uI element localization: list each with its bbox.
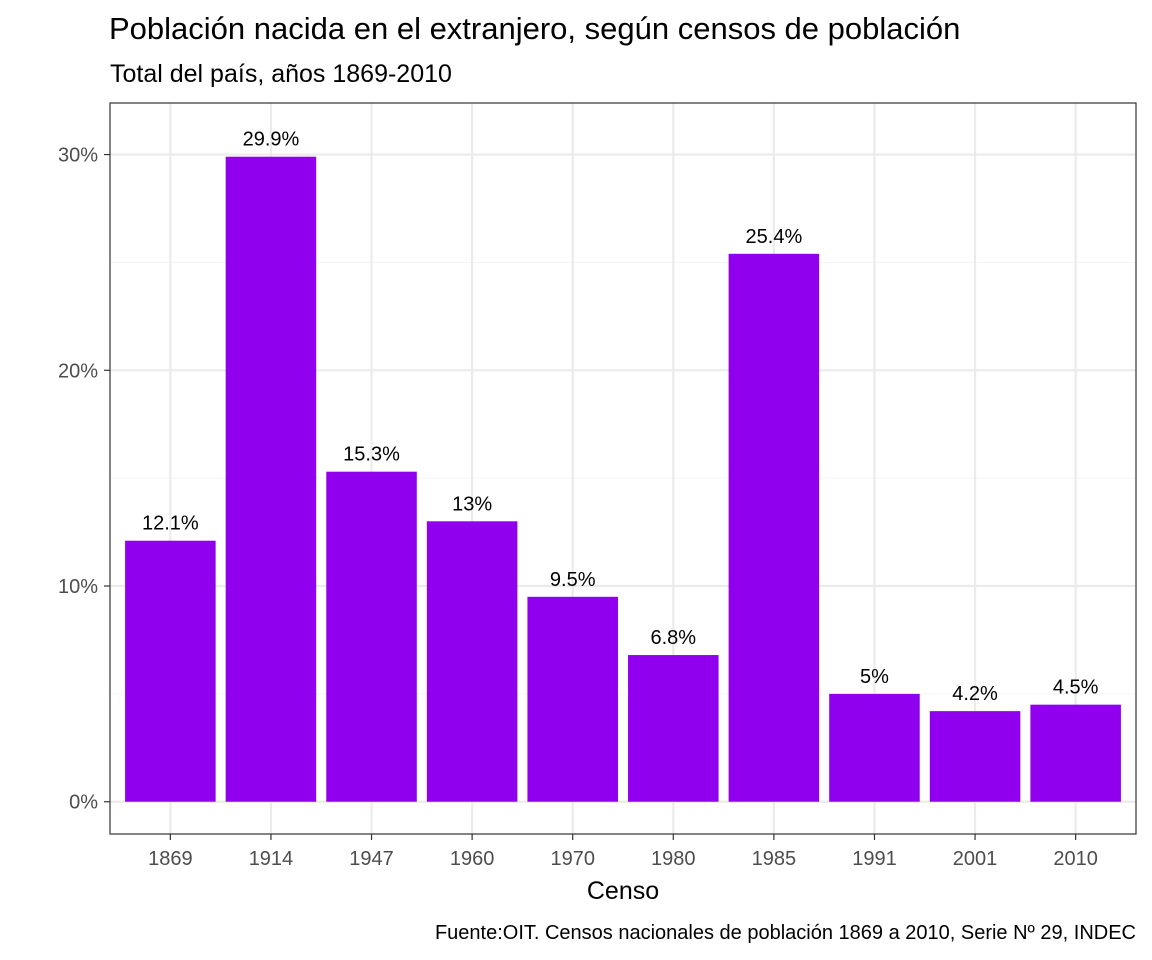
bar-2010 <box>1030 704 1121 802</box>
y-tick-label: 20% <box>58 360 98 382</box>
x-tick-label-1970: 1970 <box>550 848 595 870</box>
x-tick-label-1980: 1980 <box>651 848 696 870</box>
data-label-1991: 5% <box>860 666 889 688</box>
chart-title: Población nacida en el extranjero, según… <box>109 11 960 46</box>
y-axis: 0% 10% 20% 30% <box>58 145 110 814</box>
x-axis: 1869 1914 1947 1960 1970 1980 1985 1991 2001 2010 <box>148 834 1098 870</box>
bars <box>125 156 1121 802</box>
x-tick-label-1985: 1985 <box>752 848 797 870</box>
x-tick-label-2001: 2001 <box>953 848 998 870</box>
chart-subtitle: Total del país, años 1869-2010 <box>110 60 452 88</box>
data-label-1960: 13% <box>452 493 492 515</box>
x-tick-label-1991: 1991 <box>852 848 897 870</box>
data-label-1985: 25.4% <box>746 226 803 248</box>
chart-caption: Fuente:OIT. Censos nacionales de poblaci… <box>435 922 1136 944</box>
x-tick-label-1947: 1947 <box>349 848 394 870</box>
bar-1947 <box>326 471 417 802</box>
data-label-2010: 4.5% <box>1053 677 1099 699</box>
x-tick-label-1914: 1914 <box>249 848 294 870</box>
panel-border <box>109 102 1137 835</box>
bar-1869 <box>125 540 216 802</box>
bar-1980 <box>628 655 719 802</box>
data-label-1914: 29.9% <box>243 129 300 151</box>
x-tick-label-1960: 1960 <box>450 848 495 870</box>
y-tick-label: 0% <box>69 792 98 814</box>
bar-1970 <box>527 596 618 802</box>
data-label-1869: 12.1% <box>142 513 199 535</box>
data-labels: 12.1% 29.9% 15.3% 13% 9.5% 6.8% 25.4% 5% 4.2% 4.5… <box>142 129 1099 705</box>
data-label-1970: 9.5% <box>550 569 596 591</box>
y-tick-label: 30% <box>58 145 98 167</box>
bar-1991 <box>829 693 920 802</box>
bar-1960 <box>426 521 518 802</box>
y-tick-label: 10% <box>58 576 98 598</box>
bar-1914 <box>225 156 317 802</box>
x-axis-title: Censo <box>587 877 659 905</box>
data-label-2001: 4.2% <box>952 683 998 705</box>
data-label-1980: 6.8% <box>650 627 696 649</box>
bar-1985 <box>728 253 820 802</box>
x-tick-label-1869: 1869 <box>148 848 193 870</box>
bar-2001 <box>929 711 1021 802</box>
data-label-1947: 15.3% <box>343 444 400 466</box>
x-tick-label-2010: 2010 <box>1053 848 1098 870</box>
